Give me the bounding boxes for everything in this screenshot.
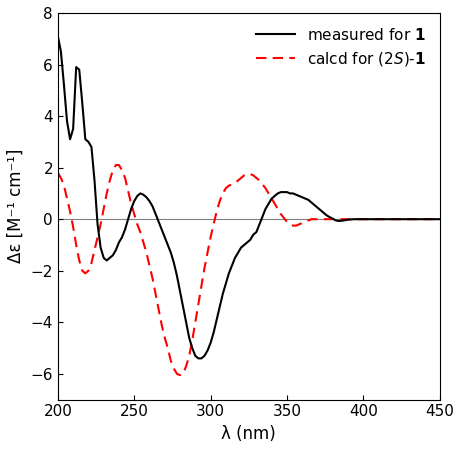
X-axis label: λ (nm): λ (nm) bbox=[221, 425, 276, 443]
Y-axis label: Δε [M⁻¹ cm⁻¹]: Δε [M⁻¹ cm⁻¹] bbox=[7, 149, 25, 264]
Legend: measured for $\mathbf{1}$, calcd for (2$\mathit{S}$)-$\mathbf{1}$: measured for $\mathbf{1}$, calcd for (2$… bbox=[250, 21, 432, 74]
